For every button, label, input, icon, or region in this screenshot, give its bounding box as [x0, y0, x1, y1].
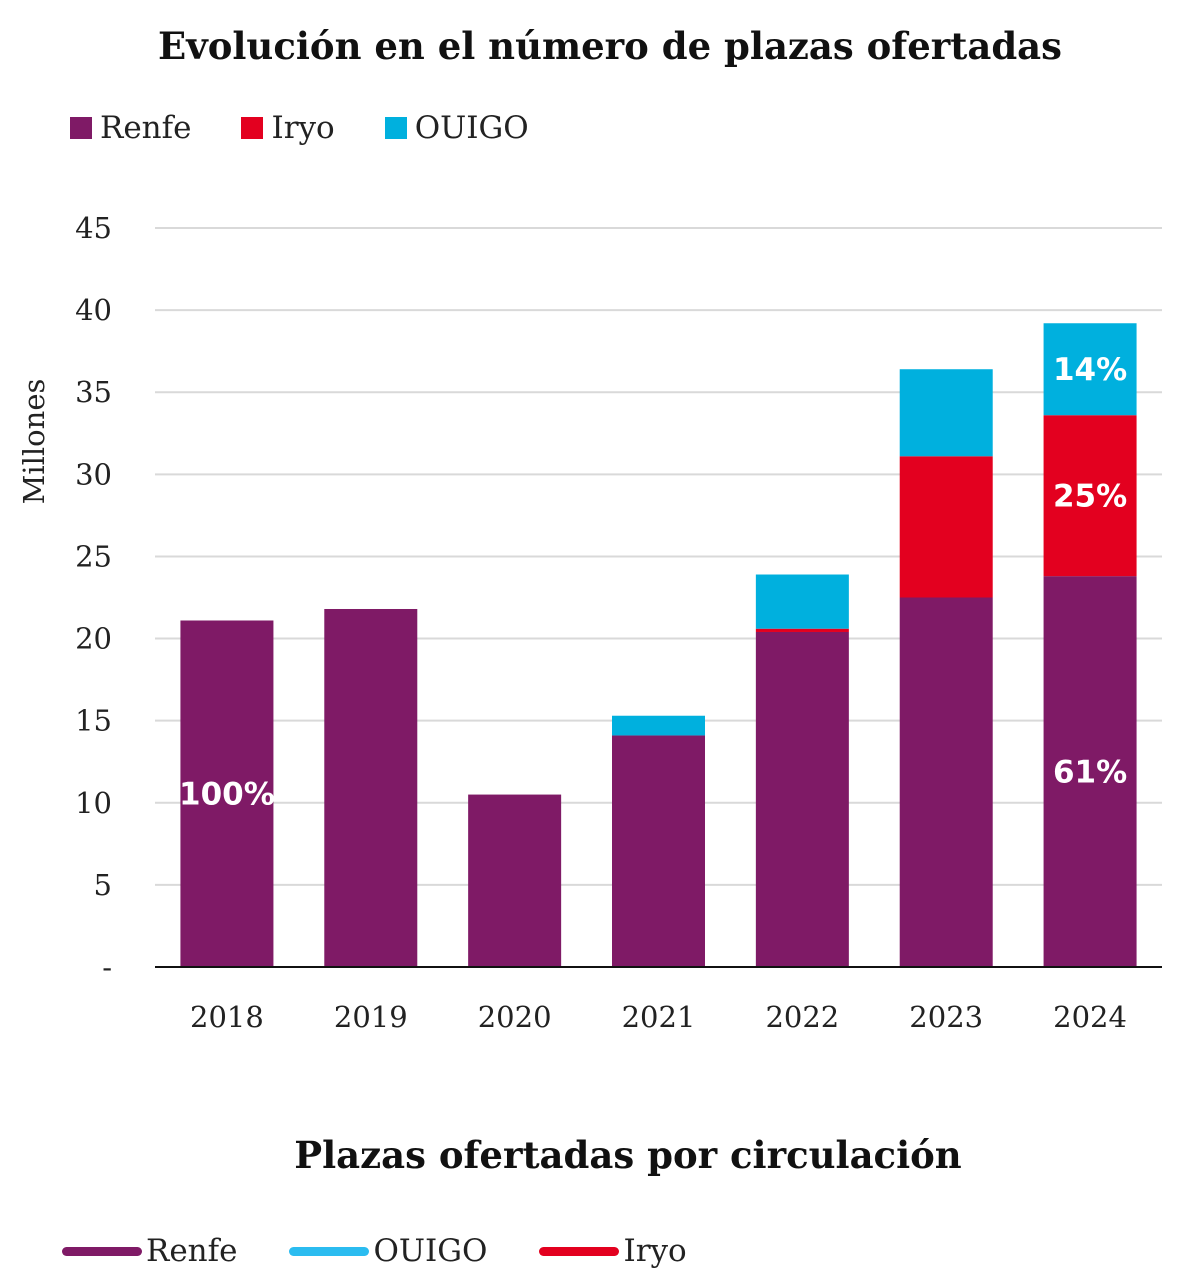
bar-ouigo-2022 [755, 574, 849, 629]
legend-label: Renfe [146, 1233, 238, 1269]
legend-swatch [384, 117, 407, 139]
legend-item-iryo: Iryo [241, 110, 335, 146]
legend-label: Iryo [623, 1233, 687, 1269]
legend-item-renfe: Renfe [62, 1233, 237, 1269]
legend-line [289, 1246, 370, 1256]
bar-renfe-2024 [1043, 576, 1137, 967]
bar-iryo-2023 [899, 456, 993, 598]
legend-label: OUIGO [414, 110, 529, 146]
bar-renfe-2018 [180, 620, 274, 967]
data-label: 25% [1053, 479, 1127, 515]
y-tick-label: 10 [75, 786, 112, 820]
legend-label: OUIGO [373, 1233, 488, 1269]
y-tick-label: 35 [75, 375, 112, 409]
y-tick-label: 40 [75, 293, 112, 327]
x-tick-label: 2020 [478, 1000, 552, 1034]
bar-renfe-2019 [324, 608, 418, 967]
data-label: 100% [179, 777, 275, 813]
legend-item-iryo: Iryo [539, 1233, 687, 1269]
second-chart-title: Plazas ofertadas por circulación [294, 1133, 962, 1177]
x-tick-label: 2023 [909, 1000, 983, 1034]
bar-iryo-2022 [755, 628, 849, 632]
chart-title: Evolución en el número de plazas ofertad… [158, 24, 1062, 68]
bar-ouigo-2024 [1043, 323, 1137, 416]
x-tick-label: 2018 [190, 1000, 264, 1034]
y-tick-label: - [102, 950, 112, 984]
legend-item-renfe: Renfe [70, 110, 191, 146]
bar-renfe-2023 [899, 597, 993, 967]
y-tick-label: 20 [75, 622, 112, 656]
y-tick-label: 45 [75, 211, 112, 245]
bar-chart: - 5 10 15 20 25 30 35 40 45 Millones 2018 2019 2020 20… [17, 211, 1162, 1034]
x-tick-label: 2022 [765, 1000, 839, 1034]
bar-iryo-2024 [1043, 415, 1137, 577]
y-axis-label: Millones [17, 379, 51, 505]
x-tick-label: 2024 [1053, 1000, 1127, 1034]
y-tick-label: 30 [75, 457, 112, 491]
legend-line [539, 1246, 620, 1256]
legend-item-ouigo: OUIGO [289, 1233, 487, 1269]
legend-swatch [241, 117, 264, 139]
legend-label: Renfe [100, 110, 192, 146]
legend-line [62, 1246, 142, 1256]
second-chart-legend: Renfe OUIGO Iryo [62, 1233, 739, 1269]
data-label: 61% [1053, 755, 1127, 791]
x-tick-label: 2019 [334, 1000, 408, 1034]
legend-item-ouigo: OUIGO [384, 110, 529, 146]
bar-ouigo-2021 [612, 715, 705, 736]
legend-swatch [70, 117, 92, 139]
y-tick-label: 15 [75, 704, 112, 738]
legend: Renfe Iryo OUIGO [70, 110, 579, 146]
data-label: 14% [1053, 352, 1127, 388]
x-tick-label: 2021 [622, 1000, 696, 1034]
legend-label: Iryo [271, 110, 335, 146]
bar-renfe-2020 [468, 794, 562, 967]
y-tick-label: 5 [94, 868, 112, 902]
y-tick-label: 25 [75, 539, 112, 573]
bar-renfe-2021 [612, 735, 705, 967]
bar-renfe-2022 [755, 631, 849, 967]
bar-ouigo-2023 [899, 369, 993, 457]
